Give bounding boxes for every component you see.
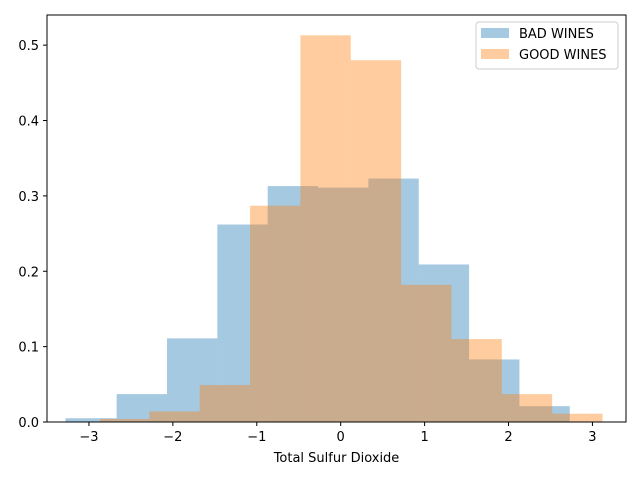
histogram-bar-series-2-bin-4 (250, 205, 301, 422)
ticks-layer: −3 −2 −1 0 1 2 3 0.0 0.1 0.2 0.3 0.4 0.5 (18, 39, 596, 445)
histogram-bar-series-1-bin-7 (368, 178, 419, 422)
histogram-bar-series-1-bin-4 (217, 224, 268, 422)
y-tick-label: 0.0 (18, 416, 39, 431)
x-tick-label: 3 (588, 430, 596, 445)
legend-label: BAD WINES (519, 27, 594, 42)
histogram-bar-series-2-bin-7 (401, 284, 452, 422)
histogram-bar-series-1-bin-9 (469, 359, 520, 422)
histogram-bar-series-1-bin-6 (318, 187, 369, 422)
histogram-bar-series-2-bin-3 (199, 385, 251, 422)
histogram-bar-series-1-bin-5 (267, 186, 319, 422)
y-tick-label: 0.3 (18, 190, 39, 205)
x-tick-label: 0 (337, 430, 345, 445)
histogram-bar-series-1-bin-2 (116, 394, 167, 422)
x-tick-label: 1 (420, 430, 428, 445)
legend-swatch (481, 49, 509, 59)
y-tick-label: 0.2 (18, 265, 39, 280)
y-tick-label: 0.4 (18, 115, 39, 130)
y-tick-label: 0.1 (18, 341, 39, 356)
histogram-bar-series-1-bin-8 (418, 264, 470, 422)
legend-label: GOOD WINES (519, 48, 607, 63)
legend-box (475, 21, 619, 70)
histogram-bar-series-2-bin-8 (451, 339, 502, 422)
histogram-bar-series-1-bin-3 (166, 338, 218, 422)
legend: BAD WINES GOOD WINES (475, 21, 619, 70)
histogram-bar-series-2-bin-2 (149, 411, 200, 422)
histogram-bar-series-2-bin-9 (501, 394, 553, 422)
plot-frame (46, 14, 627, 423)
histogram-bar-series-2-bin-10 (552, 413, 603, 422)
x-tick-label: −1 (247, 430, 266, 445)
histogram-bar-series-1-bin-1 (65, 418, 117, 422)
x-tick-label: 2 (504, 430, 512, 445)
legend-swatch (481, 28, 509, 38)
x-tick-label: −3 (79, 430, 98, 445)
histogram-bar-series-2-bin-5 (300, 35, 351, 422)
x-tick-label: −2 (163, 430, 182, 445)
x-axis-label: Total Sulfur Dioxide (273, 451, 400, 466)
histogram-bar-series-2-bin-6 (350, 60, 402, 422)
histogram-bar-series-1-bin-10 (519, 406, 570, 422)
histogram-bar-series-2-bin-1 (99, 418, 150, 422)
bars-layer (65, 35, 603, 422)
y-tick-label: 0.5 (18, 39, 39, 54)
